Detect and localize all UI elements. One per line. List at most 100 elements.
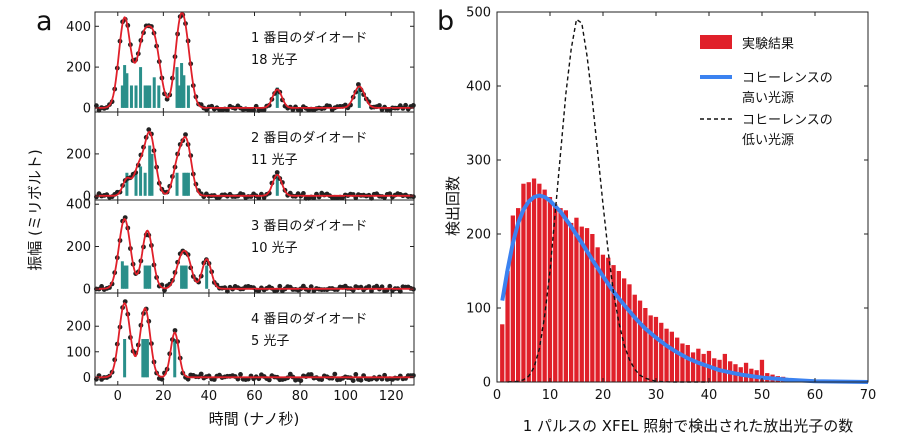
photon-spike — [145, 339, 149, 378]
photon-spike — [148, 85, 152, 108]
histogram-bar — [664, 328, 669, 382]
photon-spike — [143, 172, 147, 196]
histogram-bar — [622, 278, 627, 382]
y-tick-label: 400 — [66, 198, 91, 213]
legend-label: 低い光源 — [742, 133, 794, 148]
y-tick-label: 400 — [466, 80, 491, 95]
fit-curve — [95, 11, 414, 109]
data-point — [99, 284, 104, 289]
y-tick-label: 0 — [83, 189, 91, 204]
y-tick-label: 0 — [83, 282, 91, 297]
data-point — [274, 170, 280, 175]
panel-b-letter: b — [437, 6, 454, 37]
x-tick-label: 60 — [807, 388, 824, 403]
x-tick-label: 50 — [754, 388, 771, 403]
x-tick-label: 0 — [114, 389, 122, 404]
photon-spike — [186, 172, 190, 196]
y-tick-label: 400 — [66, 20, 91, 35]
panel-b-y-axis-label: 検出回数 — [444, 176, 462, 236]
x-tick-label: 40 — [701, 388, 718, 403]
histogram-bar — [743, 362, 749, 382]
x-tick-label: 40 — [201, 389, 218, 404]
photon-spike — [182, 75, 186, 108]
photon-spike — [143, 265, 147, 289]
photon-spike — [125, 172, 129, 196]
photon-spike — [175, 67, 179, 108]
y-tick-label: 500 — [466, 6, 491, 21]
coherent-source-curve — [500, 193, 869, 384]
data-point — [350, 378, 356, 383]
data-point — [369, 288, 374, 294]
photon-spike — [148, 145, 152, 196]
data-point — [319, 377, 325, 382]
legend-label: コヒーレンスの — [742, 71, 833, 86]
histogram-bar — [521, 183, 526, 382]
diode-subplot-3: 0 200 400 3 番目のダイオード 10 光子 — [66, 198, 416, 297]
y-tick-label: 100 — [466, 302, 491, 317]
photon-spike — [125, 265, 129, 289]
data-point — [277, 283, 283, 289]
photon-spike — [175, 172, 179, 196]
histogram-bar — [722, 353, 727, 382]
photon-spike — [275, 87, 279, 108]
photon-spike — [139, 67, 143, 108]
photon-spike — [125, 73, 129, 108]
histogram-bar — [685, 345, 690, 382]
histogram-bar — [542, 189, 547, 382]
photon-spike — [182, 172, 186, 196]
photon-spike — [180, 265, 184, 289]
y-tick-label: 200 — [66, 61, 91, 76]
y-tick-label: 200 — [466, 228, 491, 243]
diode-annotation: 11 光子 — [251, 153, 298, 168]
histogram-bar — [653, 316, 659, 382]
photon-spike — [141, 339, 145, 378]
data-point — [411, 103, 416, 108]
photon-spike — [275, 172, 279, 196]
diode-annotation: 18 光子 — [251, 53, 298, 68]
data-point — [256, 195, 262, 201]
histogram-bar — [627, 284, 632, 382]
photon-spike — [177, 85, 181, 108]
photon-spike — [184, 265, 188, 289]
photon-spike — [145, 85, 149, 108]
x-tick-label: 30 — [648, 388, 665, 403]
histogram-bar — [701, 353, 706, 382]
photon-spike — [139, 166, 143, 196]
histogram-bar — [505, 271, 510, 382]
histogram-bar — [553, 204, 558, 382]
y-tick-label: 200 — [66, 320, 91, 335]
histogram-bar — [531, 178, 537, 382]
photon-spike — [182, 265, 186, 289]
x-tick-label: 10 — [542, 388, 559, 403]
panel-a-x-axis-label: 時間 (ナノ秒) — [209, 410, 300, 428]
data-point — [298, 378, 304, 383]
photon-spike — [123, 265, 127, 289]
histogram-bar — [690, 352, 696, 382]
photon-spike — [148, 265, 152, 289]
histogram-bar — [537, 183, 542, 382]
fit-curve — [95, 130, 414, 197]
photon-spike — [120, 85, 124, 108]
y-tick-label: 100 — [66, 345, 91, 360]
diode-subplot-1: 0 200 400 1 番目のダイオード 18 光子 — [66, 11, 416, 116]
data-point — [266, 377, 272, 383]
histogram-bar — [500, 324, 505, 382]
diode-subplot-2: 0 200 2 番目のダイオード 11 光子 — [66, 111, 416, 204]
y-tick-label: 200 — [66, 147, 91, 162]
data-point — [332, 371, 338, 377]
histogram-bar — [611, 265, 616, 382]
histogram-bar — [600, 254, 606, 382]
histogram-bar — [574, 217, 579, 382]
histogram-bar — [643, 308, 648, 382]
x-tick-label: 20 — [595, 388, 612, 403]
x-tick-label: 70 — [860, 388, 877, 403]
fit-curve — [95, 301, 414, 379]
photon-spike — [186, 85, 190, 108]
diode-annotation: 3 番目のダイオード — [251, 219, 367, 234]
photon-spike — [157, 85, 161, 108]
photon-spike — [123, 65, 127, 108]
x-tick-label: 120 — [379, 389, 404, 404]
histogram-bar — [659, 322, 664, 382]
data-point — [353, 372, 359, 377]
